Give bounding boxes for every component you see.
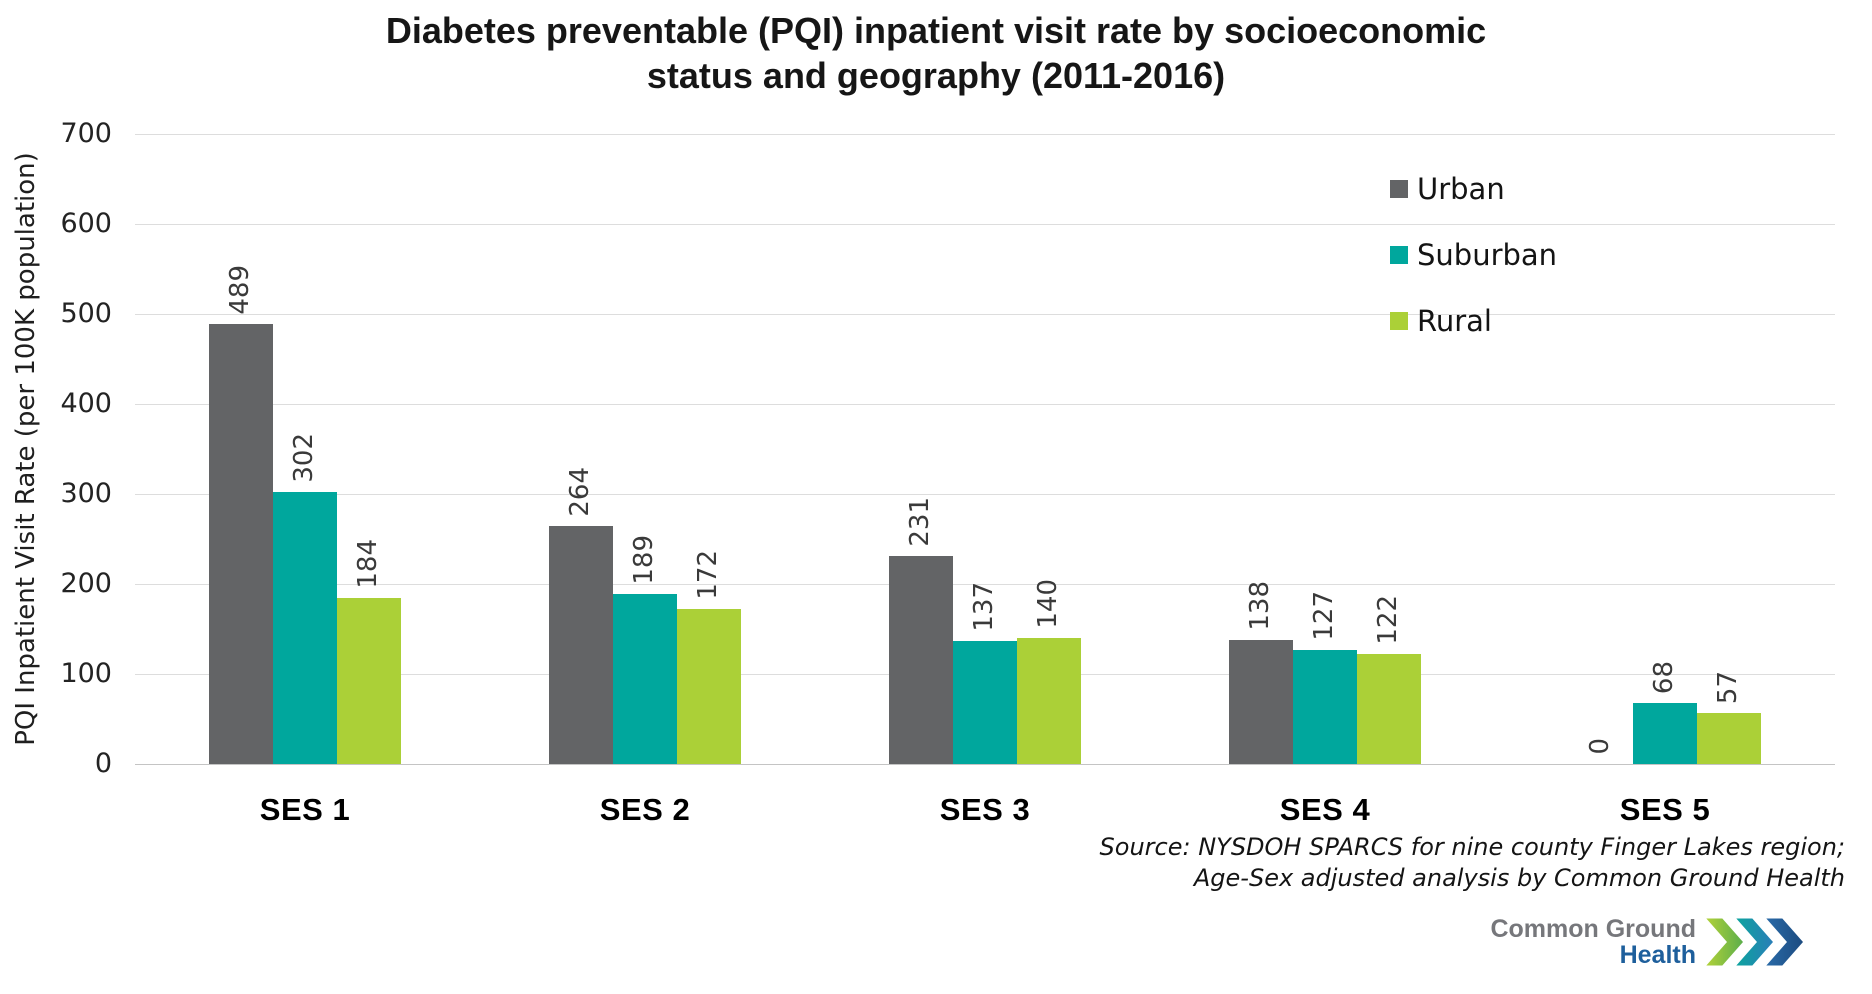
bar-rural-ses-3	[1017, 638, 1081, 764]
bar-rural-ses-2	[677, 609, 741, 764]
bar-value-rural-ses-3: 140	[1033, 579, 1063, 629]
bar-suburban-ses-3	[953, 641, 1017, 764]
bar-rural-ses-5	[1697, 713, 1761, 764]
gridline-600	[135, 224, 1835, 225]
source-line1: Source: NYSDOH SPARCS for nine county Fi…	[1099, 833, 1845, 861]
chevron-arrows-icon	[1699, 915, 1807, 969]
legend-item-suburban: Suburban	[1390, 238, 1557, 272]
bar-suburban-ses-4	[1293, 650, 1357, 764]
legend-swatch-suburban	[1390, 246, 1408, 264]
legend-item-urban: Urban	[1390, 172, 1557, 206]
plot-area: 489 302 184 264 189 172 231 137 140 138 127 122 0 68 5…	[135, 134, 1835, 765]
legend: Urban Suburban Rural	[1390, 172, 1557, 370]
bar-value-rural-ses-2: 172	[693, 550, 723, 600]
x-axis-label-ses-4: SES 4	[1279, 792, 1371, 827]
x-axis-line	[135, 764, 1835, 765]
y-tick-label-700: 700	[60, 118, 112, 149]
bar-value-suburban-ses-4: 127	[1309, 591, 1339, 641]
legend-label-urban: Urban	[1417, 172, 1505, 206]
bar-value-urban-ses-2: 264	[565, 467, 595, 517]
legend-label-suburban: Suburban	[1417, 238, 1558, 272]
x-axis-label-ses-2: SES 2	[599, 792, 691, 827]
y-tick-label-400: 400	[60, 388, 112, 419]
logo-wordmark-line2: Health	[1619, 941, 1696, 969]
source-line2: Age-Sex adjusted analysis by Common Grou…	[1193, 864, 1845, 893]
bar-value-urban-ses-5: 0	[1585, 738, 1615, 755]
legend-swatch-rural	[1390, 312, 1408, 330]
bar-value-suburban-ses-2: 189	[629, 535, 659, 585]
bar-value-suburban-ses-1: 302	[289, 433, 319, 483]
bar-value-suburban-ses-5: 68	[1649, 660, 1679, 694]
bar-value-urban-ses-3: 231	[905, 497, 935, 547]
bar-value-suburban-ses-3: 137	[969, 582, 999, 632]
bar-value-rural-ses-1: 184	[353, 539, 383, 589]
gridline-300	[135, 494, 1835, 495]
legend-label-rural: Rural	[1417, 304, 1492, 338]
x-axis-label-ses-3: SES 3	[939, 792, 1031, 827]
bar-value-rural-ses-5: 57	[1713, 670, 1743, 704]
logo-wordmark-line1: Common Ground	[1490, 915, 1696, 943]
logo-chevrons-icon	[1699, 915, 1811, 971]
gridline-400	[135, 404, 1835, 405]
bar-urban-ses-2	[549, 526, 613, 764]
chart-title-line2: status and geography (2011-2016)	[646, 55, 1226, 97]
bar-urban-ses-3	[889, 556, 953, 764]
bar-value-rural-ses-4: 122	[1373, 595, 1403, 645]
bar-suburban-ses-5	[1633, 703, 1697, 764]
bar-urban-ses-4	[1229, 640, 1293, 764]
y-tick-label-100: 100	[60, 658, 112, 689]
legend-swatch-urban	[1390, 180, 1408, 198]
y-tick-label-600: 600	[60, 208, 112, 239]
bar-suburban-ses-1	[273, 492, 337, 764]
gridline-500	[135, 314, 1835, 315]
x-axis-label-ses-5: SES 5	[1619, 792, 1711, 827]
y-tick-label-0: 0	[94, 748, 112, 779]
bar-value-urban-ses-1: 489	[225, 265, 255, 315]
bar-rural-ses-4	[1357, 654, 1421, 764]
y-tick-label-200: 200	[60, 568, 112, 599]
chart-title: Diabetes preventable (PQI) inpatient vis…	[0, 8, 1872, 99]
bar-urban-ses-1	[209, 324, 273, 764]
bar-suburban-ses-2	[613, 594, 677, 764]
bar-value-urban-ses-4: 138	[1245, 581, 1275, 631]
gridline-700	[135, 134, 1835, 135]
chart-title-line1: Diabetes preventable (PQI) inpatient vis…	[385, 10, 1487, 51]
y-tick-label-300: 300	[60, 478, 112, 509]
logo-wordmark: Common Ground Health	[1490, 916, 1696, 968]
gridline-200	[135, 584, 1835, 585]
bar-rural-ses-1	[337, 598, 401, 764]
legend-item-rural: Rural	[1390, 304, 1557, 338]
y-tick-label-500: 500	[60, 298, 112, 329]
y-axis-title: PQI Inpatient Visit Rate (per 100K popul…	[11, 152, 41, 746]
x-axis-label-ses-1: SES 1	[259, 792, 351, 827]
source-note: Source: NYSDOH SPARCS for nine county Fi…	[1100, 832, 1845, 894]
